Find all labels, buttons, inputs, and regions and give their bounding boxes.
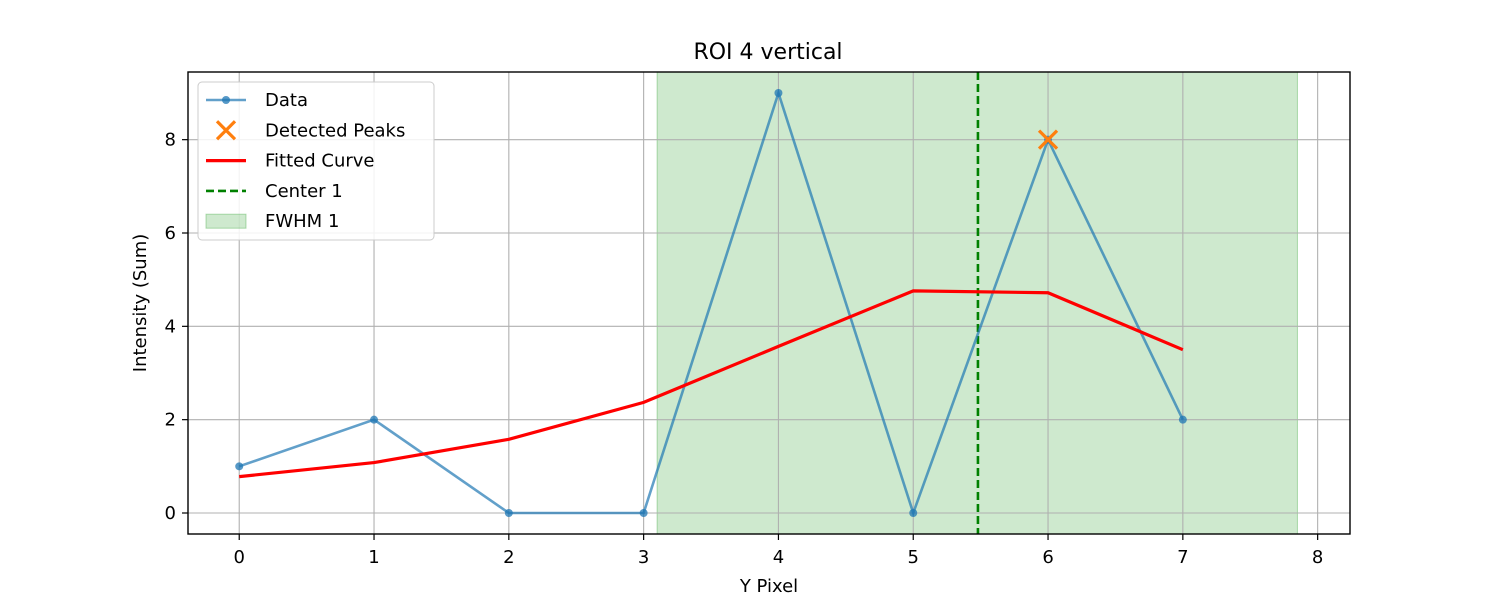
legend-entry: Center 1 xyxy=(206,181,343,202)
data-point xyxy=(235,462,244,471)
data-point xyxy=(1178,415,1187,424)
legend-marker xyxy=(222,96,230,104)
data-point xyxy=(774,89,783,97)
chart-title: ROI 4 vertical xyxy=(693,40,842,65)
data-line xyxy=(238,88,1185,518)
legend-box xyxy=(197,81,435,241)
legend-label: Fitted Curve xyxy=(265,151,375,172)
x-tick-label: 2 xyxy=(503,547,514,568)
legend-label: Data xyxy=(265,90,308,111)
legend-entry: Data xyxy=(206,90,308,111)
x-tick-label: 6 xyxy=(1042,547,1053,568)
x-tick-label: 1 xyxy=(368,547,379,568)
legend-entry: Detected Peaks xyxy=(215,120,405,141)
x-axis-label: Y Pixel xyxy=(739,576,798,597)
legend-swatch xyxy=(215,120,237,141)
peak-marker-stroke xyxy=(1037,129,1059,150)
legend-swatch xyxy=(205,213,247,229)
data-point xyxy=(504,509,513,517)
legend-entry: FWHM 1 xyxy=(205,211,339,232)
y-tick-label: 0 xyxy=(165,503,176,524)
x-tick-label: 4 xyxy=(773,547,784,568)
peak-marker xyxy=(1037,129,1059,150)
y-axis-label: Intensity (Sum) xyxy=(130,234,151,372)
data-point xyxy=(639,509,648,517)
legend: Data Detected Peaks Fitted Curve Center 1 FW… xyxy=(197,81,435,241)
legend-entry: Fitted Curve xyxy=(206,151,375,172)
y-tick-label: 6 xyxy=(165,223,176,244)
legend-label: FWHM 1 xyxy=(265,211,339,232)
x-tick-label: 3 xyxy=(638,547,649,568)
x-tick-label: 7 xyxy=(1177,547,1188,568)
data-point xyxy=(909,509,918,517)
plot-frame xyxy=(187,71,1351,535)
fitted-curve-line xyxy=(239,289,1184,479)
y-tick-label: 2 xyxy=(165,410,176,431)
x-tick-label: 5 xyxy=(908,547,919,568)
plot-area xyxy=(188,71,1350,535)
x-tick-label: 0 xyxy=(233,547,244,568)
y-tick-label: 4 xyxy=(165,316,176,337)
legend-label: Center 1 xyxy=(265,181,343,202)
legend-label: Detected Peaks xyxy=(265,120,405,141)
data-point xyxy=(370,415,379,424)
y-tick-label: 8 xyxy=(165,130,176,151)
x-tick-label: 8 xyxy=(1312,547,1323,568)
